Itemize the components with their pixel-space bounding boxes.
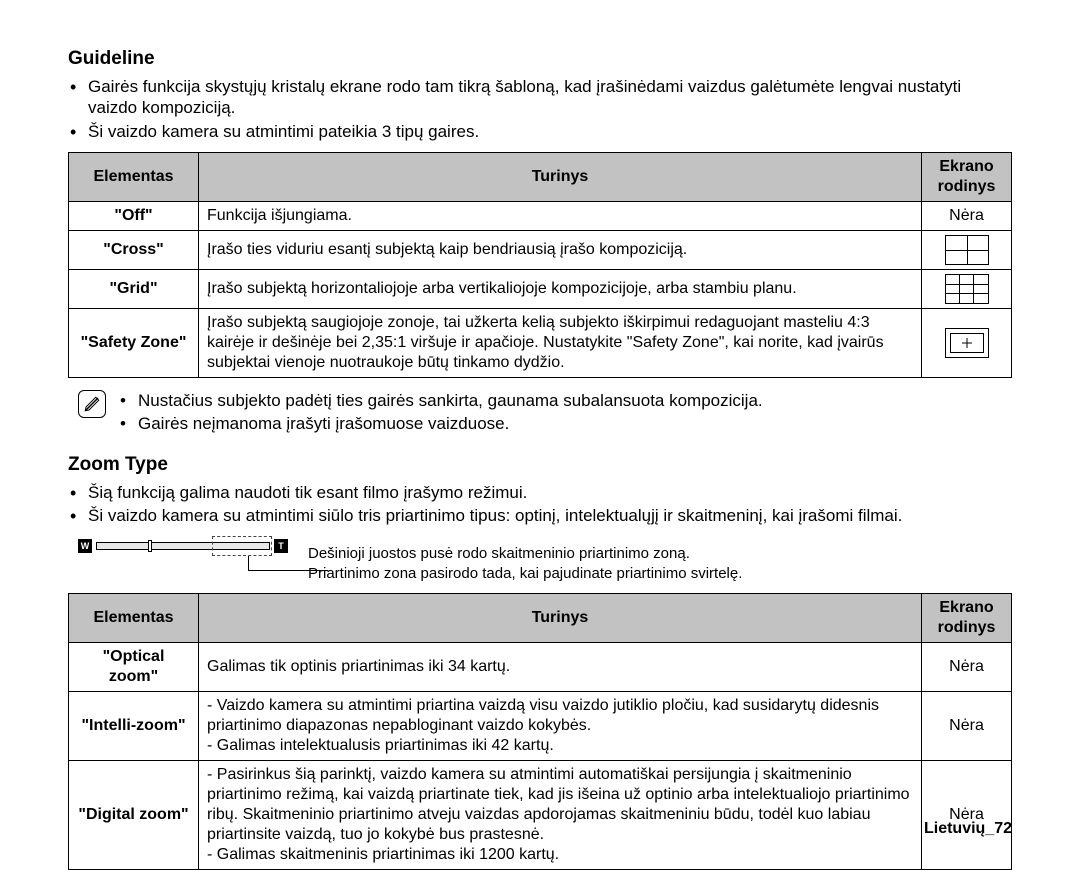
th-content: Turinys (199, 152, 922, 201)
section1-bullet-1: Ši vaizdo kamera su atmintimi pateikia 3… (88, 121, 1012, 142)
table-row: "Digital zoom" - Pasirinkus šią parinktį… (69, 761, 1012, 870)
th-display: Ekrano rodinys (922, 594, 1012, 643)
zoom-cap-t: T (274, 539, 288, 553)
section2-bullet-1: Ši vaizdo kamera su atmintimi siūlo tris… (88, 505, 1012, 526)
section1-bullets: Gairės funkcija skystųjų kristalų ekrane… (68, 76, 1012, 142)
cell-ek: Nėra (922, 692, 1012, 761)
section2-bullet-0: Šią funkciją galima naudoti tik esant fi… (88, 482, 1012, 503)
cell-el: "Intelli-zoom" (69, 692, 199, 761)
cell-ek (922, 269, 1012, 308)
table-row: "Intelli-zoom" - Vaizdo kamera su atmint… (69, 692, 1012, 761)
th-display: Ekrano rodinys (922, 152, 1012, 201)
table-row: "Off" Funkcija išjungiama. Nėra (69, 201, 1012, 230)
cell-el: "Grid" (69, 269, 199, 308)
zoom-table: Elementas Turinys Ekrano rodinys "Optica… (68, 593, 1012, 870)
zoom-diagram-row: W T Dešinioji juostos pusė rodo skaitmen… (68, 534, 1012, 583)
cell-el: "Safety Zone" (69, 308, 199, 377)
section2-bullets: Šią funkciją galima naudoti tik esant fi… (68, 482, 1012, 527)
section1-bullet-0: Gairės funkcija skystųjų kristalų ekrane… (88, 76, 1012, 119)
section2-heading: Zoom Type (68, 454, 1012, 476)
cell-ek: Nėra (922, 643, 1012, 692)
cell-ek (922, 230, 1012, 269)
cell-ek: Nėra (922, 201, 1012, 230)
table-row: "Grid" Įrašo subjektą horizontaliojoje a… (69, 269, 1012, 308)
table-row: "Optical zoom" Galimas tik optinis priar… (69, 643, 1012, 692)
cell-ek (922, 308, 1012, 377)
th-element: Elementas (69, 594, 199, 643)
note-item: Gairės neįmanoma įrašyti įrašomuose vaiz… (120, 413, 763, 436)
table-row: "Cross" Įrašo ties viduriu esantį subjek… (69, 230, 1012, 269)
cell-tu: Įrašo subjektą horizontaliojoje arba ver… (199, 269, 922, 308)
cell-el: "Digital zoom" (69, 761, 199, 870)
cell-ek: Nėra (922, 761, 1012, 870)
cell-el: "Optical zoom" (69, 643, 199, 692)
grid-icon (945, 274, 989, 304)
cell-tu: Galimas tik optinis priartinimas iki 34 … (199, 643, 922, 692)
section1-heading: Guideline (68, 48, 1012, 70)
cell-el: "Cross" (69, 230, 199, 269)
th-content: Turinys (199, 594, 922, 643)
cross-icon (945, 235, 989, 265)
zoom-bar-icon: W T (78, 534, 288, 564)
zoom-caption-line: Dešinioji juostos pusė rodo skaitmeninio… (308, 544, 742, 564)
safety-zone-icon (945, 328, 989, 358)
cell-el: "Off" (69, 201, 199, 230)
zoom-caption: Dešinioji juostos pusė rodo skaitmeninio… (308, 534, 742, 583)
cell-tu: Įrašo subjektą saugiojoje zonoje, tai už… (199, 308, 922, 377)
note-item: Nustačius subjekto padėtį ties gairės sa… (120, 390, 763, 413)
page-footer: Lietuvių_72 (924, 820, 1012, 838)
guideline-table: Elementas Turinys Ekrano rodinys "Off" F… (68, 152, 1012, 378)
note-box: Nustačius subjekto padėtį ties gairės sa… (68, 390, 1012, 436)
cell-tu: Funkcija išjungiama. (199, 201, 922, 230)
cell-tu: Įrašo ties viduriu esantį subjektą kaip … (199, 230, 922, 269)
zoom-cap-w: W (78, 539, 92, 553)
cell-tu: - Vaizdo kamera su atmintimi priartina v… (199, 692, 922, 761)
cell-tu: - Pasirinkus šią parinktį, vaizdo kamera… (199, 761, 922, 870)
th-element: Elementas (69, 152, 199, 201)
zoom-caption-line: Priartinimo zona pasirodo tada, kai paju… (308, 564, 742, 584)
note-icon (78, 390, 106, 418)
table-row: "Safety Zone" Įrašo subjektą saugiojoje … (69, 308, 1012, 377)
